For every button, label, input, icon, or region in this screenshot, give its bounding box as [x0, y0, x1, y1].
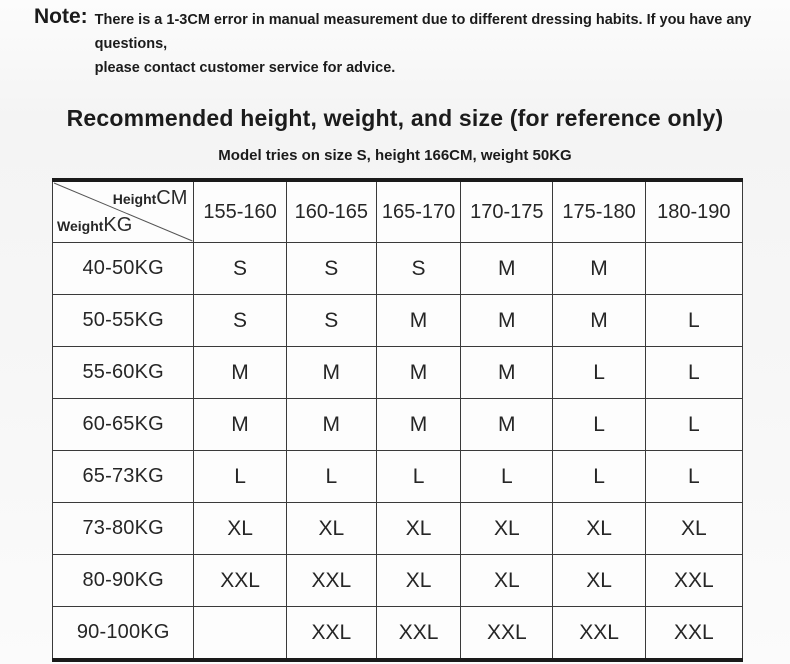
- size-cell: XXL: [644, 606, 744, 661]
- height-unit: CM: [156, 187, 188, 209]
- table-row: 90-100KG XXL XXL XXL XXL XXL: [51, 606, 744, 661]
- weight-row-header: 73-80KG: [51, 502, 195, 555]
- size-cell: XXL: [552, 606, 646, 661]
- size-cell: S: [193, 294, 287, 347]
- weight-row-header: 65-73KG: [51, 450, 195, 503]
- size-cell: L: [193, 450, 287, 503]
- size-cell: M: [375, 294, 462, 347]
- size-cell: XL: [375, 502, 462, 555]
- size-cell: M: [193, 398, 287, 451]
- table-row: 80-90KG XXL XXL XL XL XL XXL: [51, 554, 744, 607]
- size-cell: M: [375, 398, 462, 451]
- page-subtitle: Model tries on size S, height 166CM, wei…: [218, 147, 572, 164]
- size-cell: L: [552, 398, 646, 451]
- size-cell: L: [644, 346, 744, 399]
- size-cell: [193, 606, 287, 661]
- table-row: 65-73KG L L L L L L: [51, 450, 744, 503]
- size-cell: XXL: [644, 554, 744, 607]
- note-text-line-1: There is a 1-3CM error in manual measure…: [94, 12, 752, 52]
- height-col-header: 155-160: [193, 179, 287, 243]
- size-chart-table: HeightCM WeightKG 155-160 160-165 165-17…: [51, 178, 744, 662]
- size-cell: L: [552, 346, 646, 399]
- corner-cell: HeightCM WeightKG: [51, 179, 195, 243]
- size-cell: M: [552, 242, 646, 295]
- size-cell: M: [285, 346, 377, 399]
- size-cell: S: [375, 242, 462, 295]
- weight-word: Weight: [57, 218, 104, 234]
- size-cell: XL: [193, 502, 287, 555]
- size-cell: XXL: [193, 554, 287, 607]
- size-cell: S: [193, 242, 287, 295]
- weight-row-header: 50-55KG: [51, 294, 195, 347]
- size-cell: [644, 242, 744, 295]
- note: Note: There is a 1-3CM error in manual m…: [0, 0, 790, 80]
- size-cell: M: [552, 294, 646, 347]
- size-cell: M: [460, 242, 554, 295]
- size-cell: XL: [375, 554, 462, 607]
- size-cell: XXL: [285, 554, 377, 607]
- page-title: Recommended height, weight, and size (fo…: [66, 105, 724, 131]
- size-cell: XL: [552, 502, 646, 555]
- note-text-line-2: please contact customer service for advi…: [94, 60, 396, 76]
- height-col-header: 175-180: [552, 179, 646, 243]
- weight-row-header: 60-65KG: [51, 398, 195, 451]
- table-row: 40-50KG S S S M M: [51, 242, 744, 295]
- size-cell: XL: [460, 554, 554, 607]
- height-col-header: 180-190: [644, 179, 744, 243]
- size-cell: XXL: [460, 606, 554, 661]
- height-col-header: 160-165: [285, 179, 377, 243]
- table-row: 55-60KG M M M M L L: [51, 346, 744, 399]
- size-cell: S: [285, 294, 377, 347]
- size-cell: L: [285, 450, 377, 503]
- size-cell: L: [644, 398, 744, 451]
- height-axis-label: HeightCM: [113, 187, 188, 210]
- table-row: 73-80KG XL XL XL XL XL XL: [51, 502, 744, 555]
- weight-axis-label: WeightKG: [57, 214, 132, 237]
- size-cell: L: [644, 450, 744, 503]
- size-cell: M: [285, 398, 377, 451]
- height-word: Height: [112, 191, 157, 207]
- table-row: 60-65KG M M M M L L: [51, 398, 744, 451]
- table-row: 50-55KG S S M M M L: [51, 294, 744, 347]
- size-cell: L: [552, 450, 646, 503]
- height-col-header: 170-175: [460, 179, 554, 243]
- weight-row-header: 55-60KG: [51, 346, 195, 399]
- weight-row-header: 80-90KG: [51, 554, 195, 607]
- size-cell: L: [375, 450, 462, 503]
- weight-row-header: 40-50KG: [51, 242, 195, 295]
- size-cell: XXL: [375, 606, 462, 661]
- size-cell: S: [285, 242, 377, 295]
- size-cell: M: [193, 346, 287, 399]
- note-label: Note:: [34, 5, 88, 28]
- size-cell: XL: [644, 502, 744, 555]
- size-cell: XL: [460, 502, 554, 555]
- height-col-header: 165-170: [375, 179, 462, 243]
- size-cell: M: [460, 294, 554, 347]
- size-cell: L: [460, 450, 554, 503]
- weight-unit: KG: [103, 214, 133, 236]
- size-cell: XL: [285, 502, 377, 555]
- size-cell: L: [644, 294, 744, 347]
- size-cell: XL: [552, 554, 646, 607]
- size-cell: M: [460, 346, 554, 399]
- weight-row-header: 90-100KG: [51, 606, 195, 661]
- note-text: There is a 1-3CM error in manual measure…: [95, 4, 772, 80]
- header-row: HeightCM WeightKG 155-160 160-165 165-17…: [51, 179, 744, 243]
- size-cell: M: [460, 398, 554, 451]
- diagonal-divider-icon: [53, 182, 193, 242]
- size-cell: XXL: [285, 606, 377, 661]
- size-cell: M: [375, 346, 462, 399]
